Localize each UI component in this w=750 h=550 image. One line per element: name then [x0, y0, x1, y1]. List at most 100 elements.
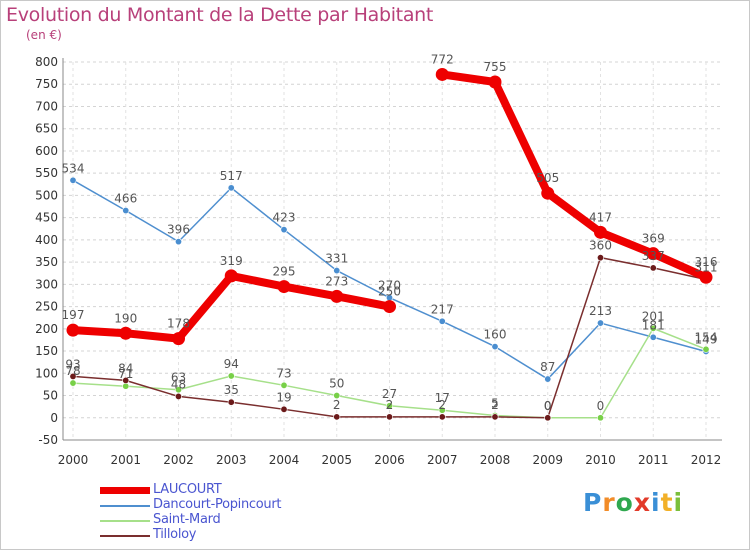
data-label: 87 [540, 360, 555, 374]
data-point [227, 372, 235, 380]
data-label: 0 [544, 399, 552, 413]
data-label: 369 [642, 232, 665, 246]
data-label: 360 [589, 239, 612, 253]
data-point [649, 324, 657, 332]
logo-letter: r [602, 488, 616, 517]
data-label: 337 [642, 249, 665, 263]
data-point [646, 247, 660, 261]
data-point [491, 413, 499, 421]
data-label: 94 [224, 357, 239, 371]
y-tick-label: 400 [35, 233, 58, 247]
legend-label: LAUCOURT [153, 482, 222, 497]
y-tick-label: 700 [35, 99, 58, 113]
data-label: 201 [642, 309, 665, 323]
data-point [383, 300, 396, 314]
data-point [69, 176, 77, 184]
data-label: 178 [167, 317, 190, 331]
data-point [333, 413, 341, 421]
series-dancourt-popincourt [69, 176, 710, 383]
data-point [224, 269, 238, 283]
x-tick-label: 2008 [480, 453, 511, 467]
y-tick-label: 350 [35, 255, 58, 269]
legend-item-saint-mard: Saint-Mard [100, 512, 360, 529]
data-point [596, 319, 604, 327]
data-point [649, 264, 657, 272]
data-point [488, 75, 502, 89]
data-point [596, 254, 604, 262]
chart-subtitle: (en €) [26, 28, 62, 42]
y-tick-label: 650 [35, 122, 58, 136]
data-label: 2 [491, 398, 499, 412]
data-point [122, 207, 130, 215]
data-point [333, 267, 341, 275]
data-label: 517 [220, 169, 243, 183]
logo-letter: i [673, 488, 684, 517]
x-tick-label: 2009 [532, 453, 563, 467]
data-point [491, 343, 499, 351]
data-point [122, 376, 130, 384]
data-label: 331 [325, 252, 348, 266]
data-label: 19 [276, 390, 291, 404]
data-point [172, 332, 185, 346]
logo-letter: x [633, 488, 651, 517]
data-point [385, 413, 393, 421]
data-label: 190 [114, 311, 137, 325]
y-tick-label: 250 [35, 300, 58, 314]
data-point [438, 317, 446, 325]
y-tick-label: 0 [50, 411, 58, 425]
legend-swatch-tilloloy [100, 535, 150, 537]
data-label: 84 [118, 361, 133, 375]
data-label: 396 [167, 223, 190, 237]
y-tick-label: 50 [43, 389, 58, 403]
y-tick-label: 600 [35, 144, 58, 158]
data-point [277, 280, 291, 294]
legend-item-laucourt: LAUCOURT [100, 482, 360, 499]
proxiti-logo: Proxiti [583, 488, 683, 517]
x-tick-label: 2003 [216, 453, 247, 467]
data-point [435, 67, 449, 81]
x-tick-label: 2007 [427, 453, 458, 467]
data-point [280, 405, 288, 413]
logo-letter: t [660, 488, 674, 517]
data-point [649, 333, 657, 341]
grid-lines [63, 61, 722, 441]
x-tick-label: 2002 [163, 453, 194, 467]
data-label: 0 [544, 399, 552, 413]
data-point [66, 323, 80, 337]
data-point [702, 345, 710, 353]
data-label: 316 [695, 255, 718, 269]
data-label: 2 [386, 398, 394, 412]
data-label: 50 [329, 377, 344, 391]
data-point [333, 392, 341, 400]
y-tick-label: 500 [35, 188, 58, 202]
data-point [594, 225, 607, 239]
axes: -500501001502002503003504004505005506006… [35, 55, 722, 467]
data-label: 534 [62, 161, 85, 175]
y-tick-label: 100 [35, 366, 58, 380]
series-layer [66, 67, 713, 422]
data-point [385, 402, 393, 410]
data-point [280, 381, 288, 389]
data-point [330, 289, 344, 303]
x-tick-label: 2004 [269, 453, 300, 467]
y-tick-label: 200 [35, 322, 58, 336]
legend: LAUCOURT Dancourt-Popincourt Saint-Mard … [100, 482, 360, 544]
data-label: 755 [484, 60, 507, 74]
data-label: 213 [589, 304, 612, 318]
legend-item-dancourt-popincourt: Dancourt-Popincourt [100, 497, 360, 514]
legend-label: Dancourt-Popincourt [153, 497, 282, 512]
x-tick-label: 2000 [58, 453, 89, 467]
legend-swatch-dancourt-popincourt [100, 505, 150, 507]
data-point [227, 398, 235, 406]
data-label: 35 [224, 383, 239, 397]
data-point [280, 226, 288, 234]
series-line [438, 70, 710, 282]
legend-swatch-laucourt [100, 487, 150, 494]
data-label: 505 [536, 171, 559, 185]
data-label: 71 [118, 367, 133, 381]
data-point [541, 186, 555, 200]
data-label: 2 [333, 398, 341, 412]
data-label: 772 [431, 52, 454, 66]
data-point [69, 372, 77, 380]
x-tick-label: 2006 [374, 453, 405, 467]
